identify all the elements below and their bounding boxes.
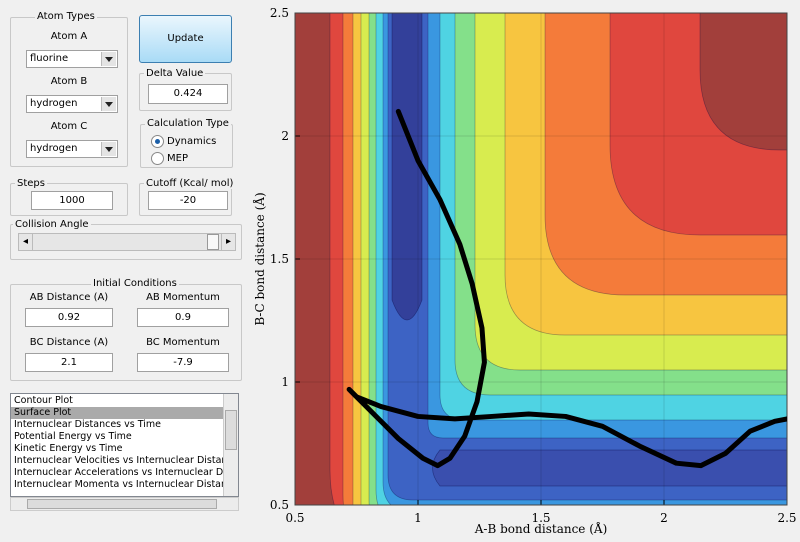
trajectory-line — [346, 108, 787, 469]
dropdown-value: fluorine — [30, 53, 69, 64]
field-label: AB Momentum — [146, 292, 220, 303]
field-input[interactable]: 0.9 — [137, 308, 229, 327]
panel-title: Initial Conditions — [91, 278, 179, 289]
radio-dot[interactable] — [151, 135, 164, 148]
atom-dropdown[interactable]: hydrogen — [26, 140, 118, 158]
y-tick-label: 1 — [281, 375, 289, 389]
initial-conditions-panel: Initial Conditions AB Distance (A) 0.92 AB… — [10, 278, 242, 381]
field-input[interactable]: -7.9 — [137, 353, 229, 372]
horizontal-scrollbar[interactable] — [10, 497, 239, 511]
y-tick-label: 2.5 — [270, 6, 289, 20]
slider-thumb[interactable] — [207, 234, 219, 250]
y-tick-label: 1.5 — [270, 252, 289, 266]
panel-title: Delta Value — [144, 68, 206, 79]
cutoff-input[interactable]: -20 — [148, 191, 228, 210]
list-item[interactable]: Internuclear Accelerations vs Internucle… — [14, 467, 223, 478]
x-axis-label: A-B bond distance (Å) — [474, 521, 608, 536]
list-item[interactable]: Internuclear Momenta vs Internuclear Dis… — [14, 479, 223, 490]
y-axis-label: B-C bond distance (Å) — [252, 192, 267, 325]
list-item[interactable]: Kinetic Energy vs Time — [14, 443, 123, 454]
radio-label: Dynamics — [167, 136, 217, 147]
collision-angle-slider[interactable]: ◂ ▸ — [18, 233, 236, 251]
atom-label: Atom C — [50, 121, 88, 132]
vertical-scrollbar[interactable] — [223, 394, 238, 496]
x-tick-label: 2.5 — [777, 511, 796, 525]
atom-dropdown[interactable]: hydrogen — [26, 95, 118, 113]
panel-title: Atom Types — [35, 11, 97, 22]
field-input[interactable]: 2.1 — [25, 353, 113, 372]
dropdown-arrow[interactable] — [101, 142, 116, 156]
y-tick-label: 0.5 — [270, 498, 289, 512]
panel-title: Collision Angle — [13, 219, 91, 230]
delta-value-panel: Delta Value 0.424 — [139, 68, 232, 111]
cutoff-panel: Cutoff (Kcal/ mol) -20 — [139, 178, 236, 216]
dropdown-arrow[interactable] — [101, 52, 116, 66]
x-tick-label: 0.5 — [285, 511, 304, 525]
steps-panel: Steps 1000 — [10, 178, 128, 216]
list-item[interactable]: Surface Plot — [11, 407, 223, 419]
steps-input[interactable]: 1000 — [31, 191, 113, 210]
update-button[interactable]: Update — [139, 15, 232, 63]
dropdown-value: hydrogen — [30, 143, 78, 154]
atom-label: Atom B — [50, 76, 88, 87]
radio-option[interactable]: MEP — [151, 152, 188, 165]
x-tick-label: 2 — [660, 511, 668, 525]
axes-box — [294, 12, 788, 506]
collision-angle-panel: Collision Angle ◂ ▸ — [10, 219, 242, 260]
scroll-thumb[interactable] — [27, 499, 217, 509]
radio-label: MEP — [167, 153, 188, 164]
x-tick-label: 1.5 — [531, 511, 550, 525]
contour-well — [391, 13, 423, 321]
x-tick-label: 1 — [414, 511, 422, 525]
radio-dot[interactable] — [151, 152, 164, 165]
panel-title: Calculation Type — [145, 118, 231, 129]
radio-option[interactable]: Dynamics — [151, 135, 216, 148]
contour-well — [432, 449, 787, 487]
atom-label: Atom A — [50, 31, 88, 42]
field-label: AB Distance (A) — [29, 292, 109, 303]
field-label: BC Momentum — [146, 337, 220, 348]
calculation-type-panel: Calculation Type Dynamics MEP — [140, 118, 233, 168]
slider-right-arrow[interactable]: ▸ — [221, 234, 235, 250]
scroll-thumb[interactable] — [225, 410, 237, 450]
delta-value-input[interactable]: 0.424 — [148, 84, 228, 104]
panel-title: Cutoff (Kcal/ mol) — [144, 178, 236, 189]
atom-dropdown[interactable]: fluorine — [26, 50, 118, 68]
panel-title: Steps — [15, 178, 47, 189]
list-item[interactable]: Internuclear Velocities vs Internuclear … — [14, 455, 223, 466]
slider-left-arrow[interactable]: ◂ — [19, 234, 33, 250]
list-item[interactable]: Contour Plot — [14, 395, 73, 406]
dropdown-arrow[interactable] — [101, 97, 116, 111]
list-item[interactable]: Potential Energy vs Time — [14, 431, 132, 442]
field-label: BC Distance (A) — [29, 337, 109, 348]
contour-fill — [295, 13, 787, 505]
contour-band — [368, 13, 787, 505]
plot-listbox[interactable]: Contour Plot Surface Plot Internuclear Dis… — [10, 393, 239, 497]
field-input[interactable]: 0.92 — [25, 308, 113, 327]
dropdown-value: hydrogen — [30, 98, 78, 109]
atom-types-panel: Atom Types — [10, 11, 128, 167]
y-tick-label: 2 — [281, 129, 289, 143]
list-item[interactable]: Internuclear Distances vs Time — [14, 419, 161, 430]
